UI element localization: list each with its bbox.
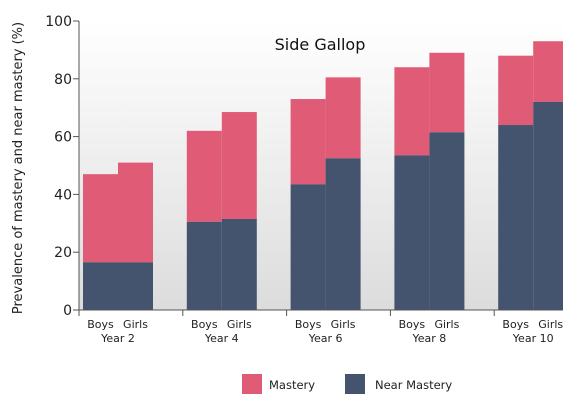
y-tick-label: 0 xyxy=(63,303,72,319)
bar-near-mastery xyxy=(533,101,563,310)
y-tick-label: 20 xyxy=(54,245,72,261)
bar-near-mastery xyxy=(221,218,257,310)
x-category-label: Girls xyxy=(123,318,148,331)
bar-near-mastery xyxy=(394,155,430,310)
bar-near-mastery xyxy=(186,221,222,310)
bar-near-mastery xyxy=(83,262,118,310)
x-category-label: Girls xyxy=(538,318,563,331)
bar-near-mastery xyxy=(290,184,326,310)
chart-title: Side Gallop xyxy=(275,35,366,54)
bar-mastery xyxy=(325,77,361,159)
x-category-label: Boys xyxy=(502,318,529,331)
y-tick-label: 100 xyxy=(45,14,72,30)
x-category-label: Girls xyxy=(331,318,356,331)
x-group-label: Year 6 xyxy=(308,332,343,345)
x-category-label: Boys xyxy=(87,318,114,331)
bar-mastery xyxy=(533,41,563,102)
bars xyxy=(83,41,563,310)
bar-mastery xyxy=(394,67,430,156)
y-axis-label: Prevalence of mastery and near mastery (… xyxy=(11,22,26,314)
bar-mastery xyxy=(186,130,222,222)
bar-near-mastery xyxy=(325,158,361,310)
legend-swatch xyxy=(345,374,365,394)
legend-swatch xyxy=(242,374,262,394)
y-tick-label: 60 xyxy=(54,130,72,146)
x-category-label: Boys xyxy=(399,318,426,331)
bar-mastery xyxy=(221,112,257,219)
x-category-label: Boys xyxy=(191,318,218,331)
bar-mastery xyxy=(290,99,326,185)
bar-mastery xyxy=(83,174,118,263)
x-group-label: Year 10 xyxy=(512,332,554,345)
legend-label: Near Mastery xyxy=(375,378,452,392)
x-group-label: Year 2 xyxy=(100,332,135,345)
bar-near-mastery xyxy=(118,262,153,310)
y-axis: 0 20 40 60 80 100 xyxy=(45,14,80,319)
legend: Mastery Near Mastery xyxy=(242,374,452,394)
x-group-label: Year 4 xyxy=(204,332,239,345)
x-axis: Boys Girls Boys Girls Boys Girls Boys Girls Boys… xyxy=(78,309,563,345)
y-tick-label: 40 xyxy=(54,187,72,203)
x-category-label: Boys xyxy=(295,318,322,331)
bar-mastery xyxy=(498,55,534,126)
x-category-label: Girls xyxy=(434,318,459,331)
bar-mastery xyxy=(429,52,465,133)
legend-label: Mastery xyxy=(269,378,315,392)
bar-mastery xyxy=(118,162,153,263)
bar-near-mastery xyxy=(429,132,465,310)
x-group-label: Year 8 xyxy=(412,332,447,345)
bar-near-mastery xyxy=(498,125,534,310)
y-tick-label: 80 xyxy=(54,72,72,88)
x-category-label: Girls xyxy=(227,318,252,331)
